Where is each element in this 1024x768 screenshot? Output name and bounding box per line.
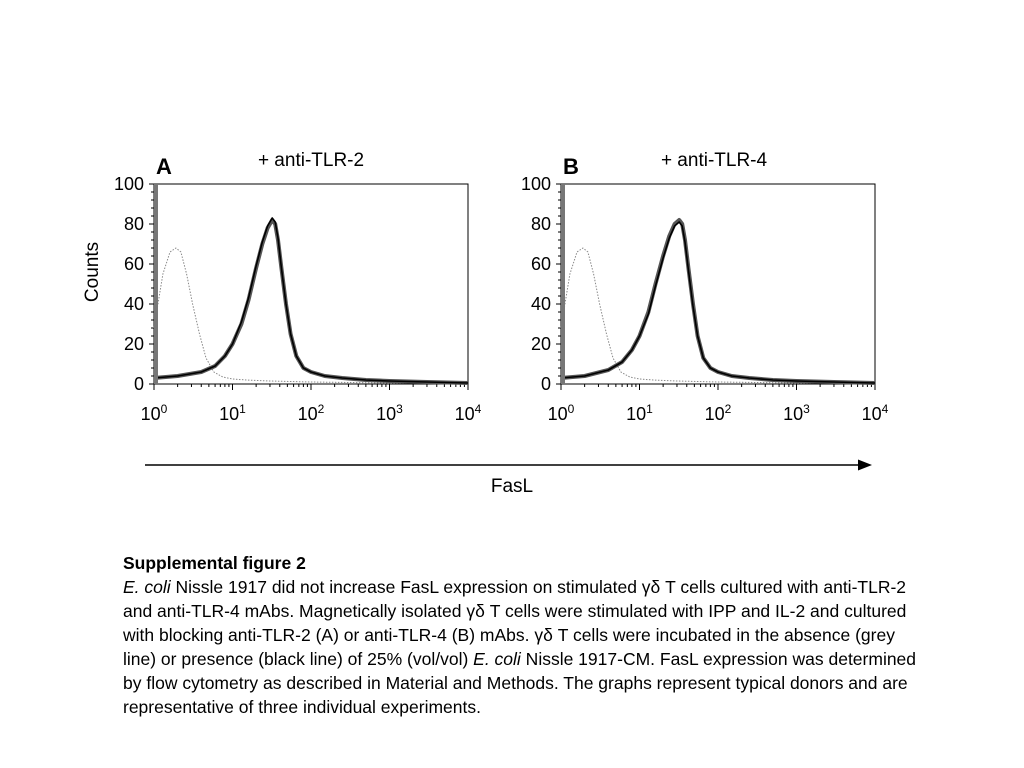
y-axis-label: Counts — [82, 242, 103, 302]
histogram-panel-a: 0 20 40 60 80 100 100 101 102 103 104 — [114, 174, 482, 424]
y-tick-label: 60 — [124, 254, 144, 274]
y-tick-label: 100 — [114, 174, 144, 194]
x-tick-label: 100 — [548, 402, 575, 424]
x-tick-label: 100 — [141, 402, 168, 424]
figure-charts: A + anti-TLR-2 Counts B + anti-TLR-4 Fas… — [82, 150, 889, 497]
caption-text-2: Nissle 1917-CM. FasL expression was dete… — [123, 649, 917, 717]
x-axis-label-fasl: FasL — [491, 476, 533, 497]
fasl-arrow-head — [858, 459, 872, 471]
histogram-black-line — [153, 217, 469, 384]
y-tick-label: 0 — [541, 374, 551, 394]
caption-title: Supplemental figure 2 — [123, 553, 306, 573]
panel-label-b: B — [563, 154, 579, 179]
histogram-grey-line — [560, 218, 876, 385]
caption-text-1: Nissle 1917 did not increase FasL expres… — [123, 577, 907, 669]
y-tick-label: 40 — [124, 294, 144, 314]
y-tick-label: 20 — [531, 334, 551, 354]
x-tick-label: 104 — [862, 402, 889, 424]
x-tick-label: 103 — [783, 402, 810, 424]
chart-title-a: + anti-TLR-2 — [258, 150, 364, 171]
chart-title-b: + anti-TLR-4 — [661, 150, 768, 171]
plot-frame — [153, 183, 469, 385]
histogram-panel-b: 0 20 40 60 80 100 100 101 102 103 104 — [521, 174, 889, 424]
histogram-grey-line — [153, 218, 469, 385]
histogram-dotted-line — [560, 247, 875, 384]
x-tick-label: 101 — [219, 402, 246, 424]
x-tick-label: 102 — [705, 402, 732, 424]
y-tick-label: 100 — [521, 174, 551, 194]
y-tick-label: 80 — [124, 214, 144, 234]
y-tick-label: 40 — [531, 294, 551, 314]
x-tick-label: 102 — [298, 402, 325, 424]
x-tick-label: 103 — [376, 402, 403, 424]
histogram-black-line — [560, 221, 876, 384]
y-tick-label: 60 — [531, 254, 551, 274]
x-tick-label: 104 — [455, 402, 482, 424]
x-tick-label: 101 — [626, 402, 653, 424]
y-tick-label: 80 — [531, 214, 551, 234]
plot-frame — [560, 183, 876, 385]
histogram-dotted-line — [153, 247, 468, 384]
figure-caption: Supplemental figure 2 E. coli Nissle 191… — [123, 551, 923, 719]
panel-label-a: A — [156, 154, 172, 179]
caption-italic-2: E. coli — [473, 649, 521, 669]
caption-italic-1: E. coli — [123, 577, 171, 597]
y-tick-label: 0 — [134, 374, 144, 394]
y-tick-label: 20 — [124, 334, 144, 354]
